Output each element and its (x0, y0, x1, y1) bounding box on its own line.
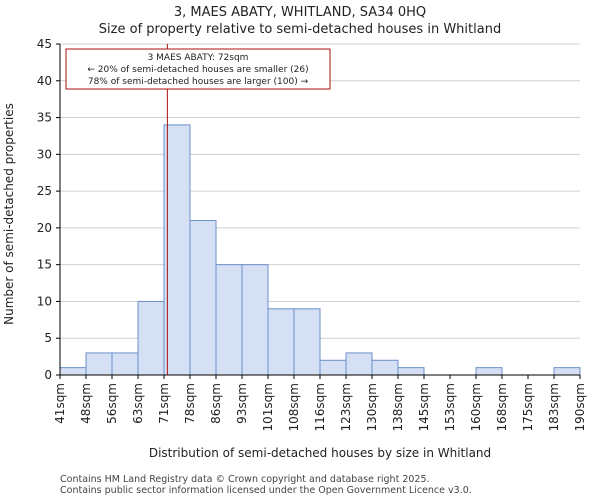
y-tick-label: 30 (37, 147, 52, 161)
y-ticks: 0 5 10 15 20 25 30 35 40 45 (37, 37, 60, 382)
bar (267, 308, 295, 376)
x-tick-label: 78sqm (183, 383, 197, 424)
annotation-border (65, 48, 331, 90)
x-tick-label: 101sqm (261, 383, 275, 431)
footer: Contains HM Land Registry data © Crown c… (60, 474, 472, 496)
bar (241, 264, 269, 376)
x-tick-label: 183sqm (547, 383, 561, 431)
bar (189, 220, 217, 376)
bars (59, 124, 581, 376)
annotation-line-2: ← 20% of semi-detached houses are smalle… (87, 65, 308, 75)
y-tick-label: 0 (44, 368, 52, 382)
annotation-line-1: 3 MAES ABATY: 72sqm (148, 53, 249, 63)
bar (345, 352, 373, 376)
x-tick-label: 168sqm (495, 383, 509, 431)
y-axis-label: Number of semi-detached properties (2, 103, 16, 325)
x-tick-label: 153sqm (443, 383, 457, 431)
bar (137, 300, 165, 376)
bar (59, 367, 87, 376)
bar (319, 359, 347, 376)
bar (163, 124, 191, 376)
y-tick-label: 25 (37, 184, 52, 198)
footer-line-2: Contains public sector information licen… (60, 485, 472, 496)
y-tick-label: 40 (37, 74, 52, 88)
bar (475, 367, 503, 376)
x-tick-label: 175sqm (521, 383, 535, 431)
x-tick-label: 108sqm (287, 383, 301, 431)
x-tick-label: 138sqm (391, 383, 405, 431)
x-ticks: 41sqm 48sqm 56sqm 63sqm 71sqm 78sqm 86sqm 93sqm… (53, 375, 587, 431)
x-tick-label: 160sqm (469, 383, 483, 431)
x-tick-label: 63sqm (131, 383, 145, 424)
y-tick-label: 35 (37, 111, 52, 125)
x-tick-label: 41sqm (53, 383, 67, 424)
chart-title: 3, MAES ABATY, WHITLAND, SA34 0HQ (174, 5, 426, 20)
x-tick-label: 93sqm (235, 383, 249, 424)
x-tick-label: 86sqm (209, 383, 223, 424)
chart-subtitle: Size of property relative to semi-detach… (99, 22, 501, 37)
x-tick-label: 116sqm (313, 383, 327, 431)
y-tick-label: 5 (44, 331, 52, 345)
bar (553, 367, 581, 376)
annotation-line-3: 78% of semi-detached houses are larger (… (88, 77, 309, 87)
bar (293, 308, 321, 376)
y-tick-label: 10 (37, 294, 52, 308)
footer-line-1: Contains HM Land Registry data © Crown c… (60, 474, 430, 485)
x-tick-label: 123sqm (339, 383, 353, 431)
x-axis-label: Distribution of semi-detached houses by … (149, 446, 491, 460)
bar (371, 359, 399, 376)
x-tick-label: 71sqm (157, 383, 171, 424)
y-tick-label: 15 (37, 258, 52, 272)
bar (215, 264, 243, 376)
x-tick-label: 145sqm (417, 383, 431, 431)
x-tick-label: 48sqm (79, 383, 93, 424)
x-tick-label: 130sqm (365, 383, 379, 431)
x-tick-label: 56sqm (105, 383, 119, 424)
annotation-box: 3 MAES ABATY: 72sqm ← 20% of semi-detach… (65, 48, 331, 90)
y-tick-label: 45 (37, 37, 52, 51)
x-tick-label: 190sqm (573, 383, 587, 431)
bar (85, 352, 113, 376)
y-tick-label: 20 (37, 221, 52, 235)
bar (397, 367, 425, 376)
bar (111, 352, 139, 376)
